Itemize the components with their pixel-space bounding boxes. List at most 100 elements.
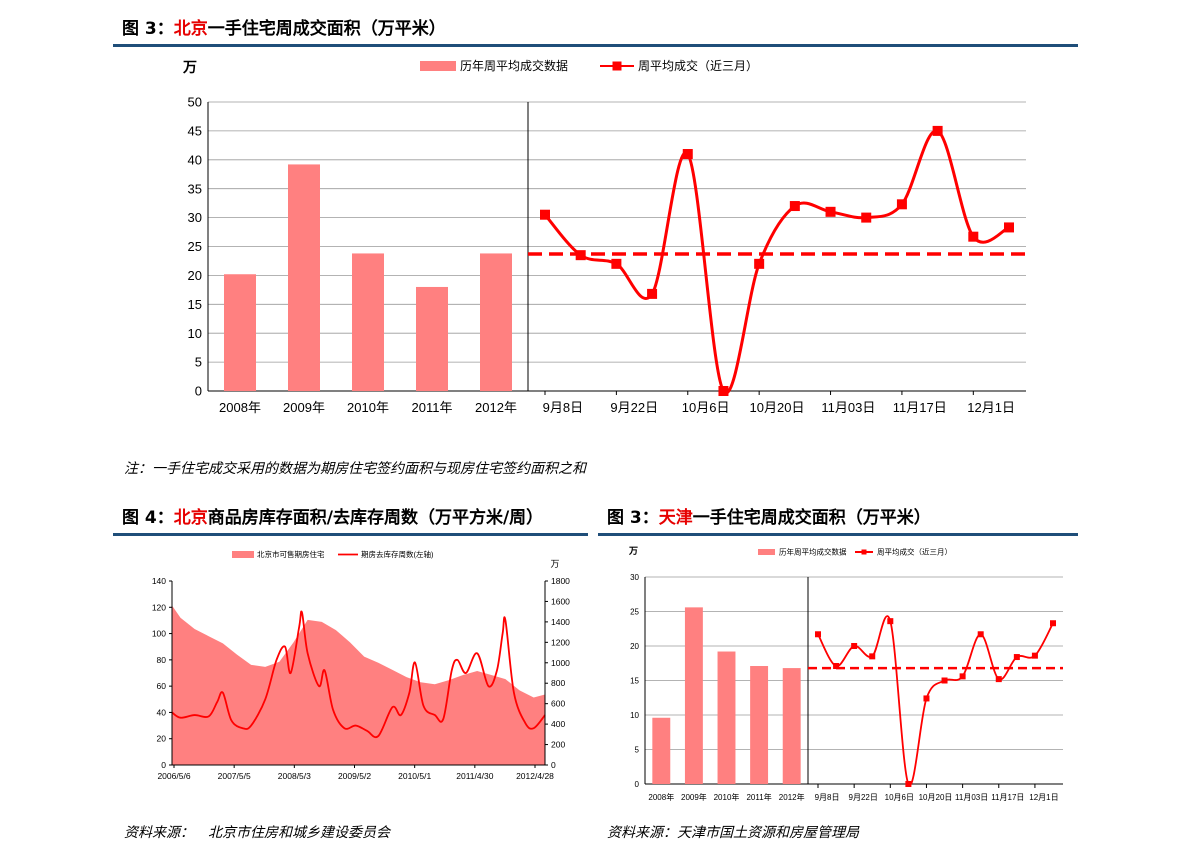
x-tick-label: 9月22日 xyxy=(849,793,878,802)
top-note: 注：一手住宅成交采用的数据为期房住宅签约面积与现房住宅签约面积之和 xyxy=(124,461,586,477)
x-tick-label: 2011年 xyxy=(412,400,453,415)
city-name: 北京 xyxy=(173,19,208,39)
x-tick-label: 11月03日 xyxy=(955,793,988,802)
city-name: 北京 xyxy=(173,508,208,528)
data-point xyxy=(905,781,912,787)
legend-line-marker xyxy=(612,61,622,71)
data-point xyxy=(833,663,840,670)
data-point xyxy=(647,288,658,299)
left-y-tick-label: 80 xyxy=(157,655,167,665)
y-tick-label: 0 xyxy=(635,780,640,789)
x-tick-label: 2010年 xyxy=(714,792,740,802)
source-right: 资料来源：天津市国土资源和房屋管理局 xyxy=(607,825,859,841)
bar xyxy=(288,164,320,391)
data-point xyxy=(1004,222,1014,233)
x-tick-label: 9月8日 xyxy=(543,400,583,415)
x-tick-label: 2009/5/2 xyxy=(338,771,371,781)
x-tick-label: 2008年 xyxy=(219,400,261,415)
bar xyxy=(416,286,448,391)
unit-label: 万 xyxy=(182,59,197,75)
x-tick-label: 11月17日 xyxy=(893,400,947,415)
beijing-inventory-chart: 北京市可售期房住宅 期房去库存周数(左轴)万0204060801001201400… xyxy=(152,549,570,781)
data-point xyxy=(611,258,622,269)
y-tick-label: 15 xyxy=(630,676,639,685)
y-tick-label: 10 xyxy=(188,326,202,341)
x-tick-label: 9月8日 xyxy=(815,793,840,802)
right-y-tick-label: 1200 xyxy=(551,637,570,647)
series-line xyxy=(543,129,1010,395)
x-tick-label: 2009年 xyxy=(283,400,325,415)
y-tick-label: 45 xyxy=(188,123,202,138)
y-tick-label: 25 xyxy=(188,239,202,254)
data-point xyxy=(718,386,729,396)
left-y-tick-label: 0 xyxy=(161,760,166,770)
data-point xyxy=(815,631,821,638)
left-y-tick-label: 20 xyxy=(157,734,167,744)
right-y-tick-label: 1400 xyxy=(551,617,570,627)
tianjin-weekly-transaction-chart: 万 历年周平均成交数据 周平均成交（近三月） 0 5 10 15 20 25 30 2008年 200… xyxy=(628,546,1063,802)
bar xyxy=(684,607,703,784)
x-tick-label: 11月03日 xyxy=(821,400,875,415)
data-point xyxy=(1013,654,1020,661)
figure-title-bottom-left: 图 4：北京商品房库存面积/去库存周数（万平方米/周） xyxy=(122,507,543,529)
unit-label: 万 xyxy=(550,559,559,569)
x-tick-label: 2009年 xyxy=(681,792,707,802)
x-tick-label: 12月1日 xyxy=(967,400,1015,415)
right-y-tick-label: 0 xyxy=(551,760,556,770)
data-point xyxy=(869,653,876,660)
bar xyxy=(750,666,769,784)
data-point xyxy=(754,258,765,269)
legend-line-label: 周平均成交（近三月） xyxy=(877,547,952,557)
data-point xyxy=(941,677,948,684)
legend-bar-label: 历年周平均成交数据 xyxy=(779,547,847,557)
y-tick-label: 20 xyxy=(630,642,639,651)
x-tick-label: 9月22日 xyxy=(610,400,658,415)
data-point xyxy=(851,643,858,649)
source-left: 资料来源： 北京市住房和城乡建设委员会 xyxy=(124,825,390,841)
figure-title-bottom-right: 图 3：天津一手住宅周成交面积（万平米） xyxy=(607,507,931,529)
y-tick-label: 0 xyxy=(195,384,202,399)
x-tick-label: 2012/4/28 xyxy=(516,771,554,781)
title-rule-top xyxy=(113,44,1078,47)
x-tick-label: 10月6日 xyxy=(682,400,730,415)
y-tick-label: 30 xyxy=(630,573,639,582)
data-point xyxy=(968,231,979,242)
x-tick-label: 12月1日 xyxy=(1029,793,1058,802)
x-tick-label: 2008年 xyxy=(648,792,674,802)
destock-weeks-line xyxy=(171,610,546,739)
data-point xyxy=(789,201,800,212)
bar xyxy=(480,253,512,391)
data-point xyxy=(575,250,586,261)
series-line xyxy=(817,615,1054,787)
right-y-tick-label: 1000 xyxy=(551,658,570,668)
right-y-tick-label: 800 xyxy=(551,678,565,688)
y-tick-label: 35 xyxy=(188,181,202,196)
legend-area-swatch xyxy=(232,551,254,558)
bar xyxy=(652,717,671,784)
figure-caption: 一手住宅周成交面积（万平米） xyxy=(207,19,446,39)
legend-bar-label: 历年周平均成交数据 xyxy=(460,58,568,73)
right-y-tick-label: 400 xyxy=(551,719,565,729)
legend-area-label: 北京市可售期房住宅 xyxy=(257,549,325,559)
legend-bar-swatch xyxy=(420,61,456,71)
x-tick-label: 10月20日 xyxy=(919,793,953,802)
figure-number: 图 3： xyxy=(607,508,659,528)
right-y-tick-label: 1800 xyxy=(551,576,570,586)
data-point xyxy=(1050,620,1056,627)
left-y-tick-label: 60 xyxy=(157,681,167,691)
bar xyxy=(224,274,256,391)
right-y-tick-label: 1600 xyxy=(551,596,570,606)
unit-label: 万 xyxy=(628,546,638,556)
x-tick-label: 10月20日 xyxy=(750,400,805,415)
x-tick-label: 11月17日 xyxy=(991,793,1024,802)
bar xyxy=(782,668,801,784)
data-point xyxy=(887,618,894,625)
y-tick-label: 30 xyxy=(188,210,202,225)
legend-line-label: 周平均成交（近三月） xyxy=(638,58,758,73)
legend-line-marker xyxy=(861,549,867,555)
y-tick-label: 5 xyxy=(195,355,202,370)
data-point xyxy=(932,125,943,136)
x-tick-label: 2006/5/6 xyxy=(157,771,190,781)
inventory-area xyxy=(172,605,545,765)
city-name: 天津 xyxy=(658,508,693,528)
